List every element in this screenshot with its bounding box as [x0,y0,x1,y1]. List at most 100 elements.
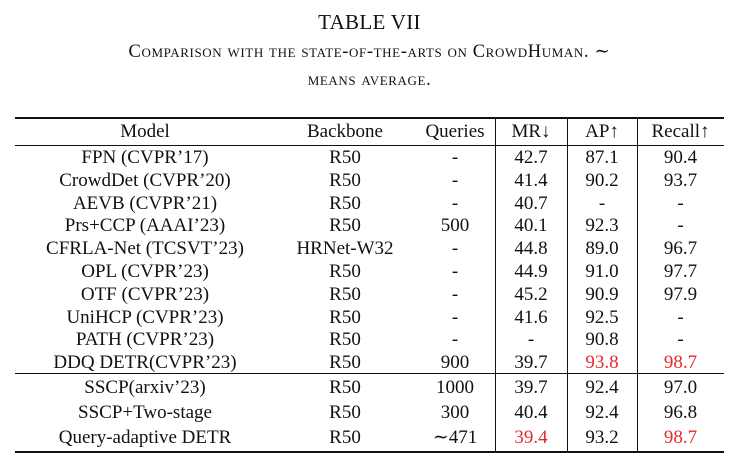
cell-backbone: R50 [329,427,361,448]
cell-ap: 92.5 [585,306,619,328]
cell-model: Query-adaptive DETR [58,427,232,448]
cell-ap: 92.3 [585,215,619,237]
cell-backbone: R50 [329,169,361,191]
cell-mr: - [527,329,535,351]
cell-model: OTF (CVPR’23) [80,283,210,305]
cell-queries: - [451,329,459,351]
cell-recall: 93.7 [663,169,698,191]
cell-recall: 98.7 [663,352,698,374]
cell-queries: - [451,169,459,191]
cell-recall: - [677,329,684,351]
cell-model: CrowdDet (CVPR’20) [59,169,231,191]
cell-queries: ∼471 [432,427,478,448]
bottom-rule [15,451,724,453]
header-ap: AP↑ [585,121,619,142]
cell-recall: - [677,215,684,237]
cell-model: CFRLA-Net (TCSVT’23) [46,238,244,260]
cell-queries: - [451,261,459,282]
cell-mr: 45.2 [514,283,548,305]
cell-ap: 90.9 [585,283,619,305]
cell-recall: 97.7 [663,261,698,282]
table-label: TABLE VII [318,10,421,34]
cell-mr: 41.6 [514,306,548,328]
cell-mr: 44.9 [514,261,548,282]
cell-queries: - [451,238,459,260]
cell-queries: 500 [440,215,470,237]
cell-queries: - [451,147,459,168]
table-row: AEVB (CVPR’21) R50 - 40.7 - - [15,191,724,217]
cell-queries: - [451,192,459,214]
cell-mr: 40.4 [514,402,548,423]
table-row: PATH (CVPR’23) R50 - - 90.8 - [15,327,724,353]
cell-recall: 90.4 [663,147,698,168]
header-backbone: Backbone [307,121,383,142]
cell-backbone: R50 [329,402,361,423]
cell-ap: 93.8 [585,352,619,374]
table-row: FPN (CVPR’17) R50 - 42.7 87.1 90.4 [15,145,724,171]
column-divider-mr-ap [495,118,496,451]
cell-model: DDQ DETR(CVPR’23) [53,352,237,374]
cell-recall: 98.7 [663,427,698,448]
table-row: CrowdDet (CVPR’20) R50 - 41.4 90.2 93.7 [15,168,724,194]
cell-recall: 97.9 [663,283,698,305]
cell-ap: 87.1 [585,147,619,168]
table-row: OPL (CVPR’23) R50 - 44.9 91.0 97.7 [15,259,724,285]
header-model: Model [120,121,170,142]
cell-ap: 91.0 [585,261,619,282]
cell-ap: 92.4 [585,377,619,398]
table-row: SSCP(arxiv’23) R50 1000 39.7 92.4 97.0 [15,375,724,401]
cell-queries: 300 [440,402,470,423]
cell-backbone: R50 [329,329,361,351]
cell-queries: 1000 [436,377,474,398]
cell-backbone: R50 [329,352,361,374]
cell-model: SSCP+Two-stage [78,402,212,423]
cell-model: Prs+CCP (AAAI’23) [64,215,226,237]
cell-mr: 40.1 [514,215,548,237]
cell-ap: 90.2 [585,169,619,191]
caption-line-2: means average. [307,70,432,90]
column-divider-recall-end [637,118,638,451]
table-row: UniHCP (CVPR’23) R50 - 41.6 92.5 - [15,305,724,331]
cell-mr: 41.4 [514,169,548,191]
cell-model: AEVB (CVPR’21) [72,192,218,214]
cell-backbone: R50 [329,147,361,168]
table-row: Query-adaptive DETR R50 ∼471 39.4 93.2 98.7 [15,425,724,451]
cell-queries: - [451,306,459,328]
cell-ap: 92.4 [585,402,619,423]
cell-recall: 97.0 [663,377,698,398]
cell-mr: 39.7 [514,352,548,374]
cell-model: FPN (CVPR’17) [81,147,209,168]
cell-mr: 39.7 [514,377,548,398]
cell-backbone: R50 [329,261,361,282]
header-mr: MR↓ [511,121,551,142]
header-recall: Recall↑ [651,121,710,142]
cell-recall: 96.8 [663,402,698,423]
cell-ap: 89.0 [585,238,619,260]
cell-backbone: R50 [329,283,361,305]
table-row: Prs+CCP (AAAI’23) R50 500 40.1 92.3 - [15,213,724,239]
cell-backbone: R50 [329,192,361,214]
group-separator-rule [15,373,724,374]
table-header-row: Model Backbone Queries MR↓ AP↑ Recall↑ [15,119,724,145]
caption-line-1: Comparison with the state-of-the-arts on… [128,42,611,62]
cell-backbone: HRNet-W32 [296,238,394,260]
cell-recall: - [677,306,684,328]
cell-queries: - [451,283,459,305]
cell-backbone: R50 [329,215,361,237]
cell-mr: 39.4 [514,427,548,448]
table-row: SSCP+Two-stage R50 300 40.4 92.4 96.8 [15,400,724,426]
cell-ap: - [598,192,606,214]
table-caption: Comparison with the state-of-the-arts on… [20,38,719,94]
cell-mr: 44.8 [514,238,548,260]
cell-recall: 96.7 [663,238,698,260]
cell-backbone: R50 [329,377,361,398]
cell-model: PATH (CVPR’23) [75,329,215,351]
cell-queries: 900 [440,352,470,374]
header-queries: Queries [425,121,485,142]
cell-backbone: R50 [329,306,361,328]
cell-ap: 90.8 [585,329,619,351]
cell-recall: - [677,192,684,214]
table-row: OTF (CVPR’23) R50 - 45.2 90.9 97.9 [15,282,724,308]
cell-ap: 93.2 [585,427,619,448]
cell-mr: 42.7 [514,147,548,168]
